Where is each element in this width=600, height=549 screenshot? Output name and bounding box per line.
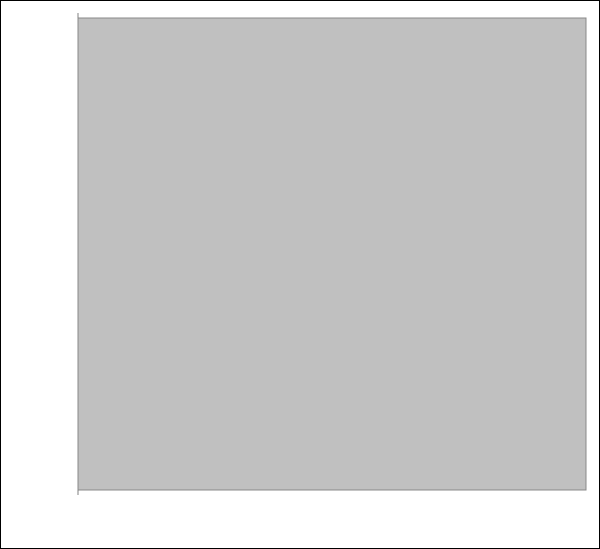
chart-svg xyxy=(1,1,599,548)
plot-area xyxy=(78,18,586,490)
cie1976-chromaticity-chart xyxy=(0,0,600,549)
